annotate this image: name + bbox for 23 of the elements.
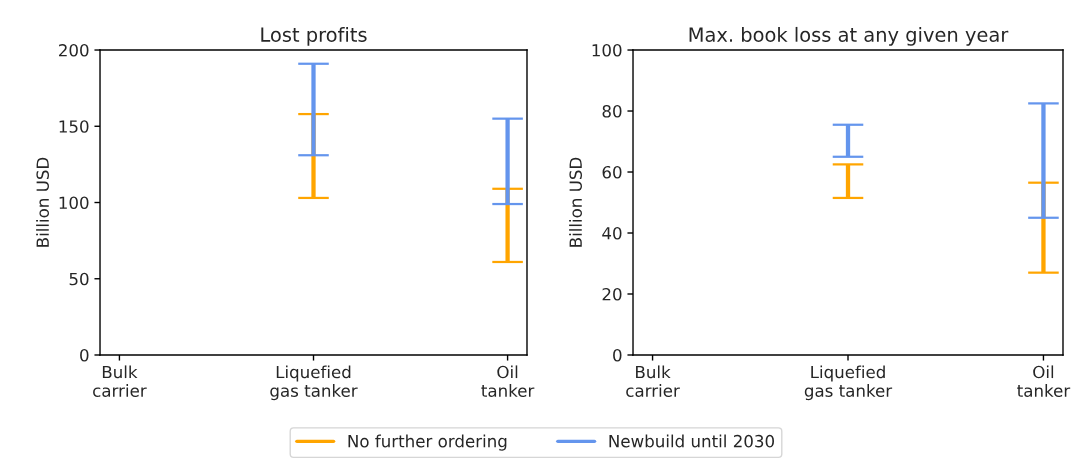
y-axis-title: Billion USD	[36, 157, 49, 247]
y-axis-title: Billion USD	[569, 157, 582, 247]
x-tick-label: Oil tanker	[1017, 365, 1071, 397]
chart-title: Max. book loss at any given year	[689, 26, 1009, 46]
y-tick-label: 60	[602, 165, 622, 179]
legend-label: Newbuild until 2030	[609, 434, 775, 448]
x-tick-label: Bulk carrier	[93, 365, 147, 397]
y-tick-label: 100	[59, 196, 89, 210]
y-tick-label: 100	[592, 43, 622, 57]
y-tick-label: 0	[613, 348, 622, 362]
y-tick-label: 50	[69, 272, 89, 286]
x-tick-label: Bulk carrier	[626, 365, 680, 397]
x-tick-label: Oil tanker	[481, 365, 535, 397]
legend-label: No further ordering	[348, 434, 507, 451]
x-tick-label: Liquefied gas tanker	[270, 365, 358, 401]
x-tick-label: Liquefied gas tanker	[804, 365, 893, 401]
y-tick-label: 0	[80, 348, 89, 362]
y-tick-label: 20	[602, 287, 622, 301]
chart-title: Lost profits	[261, 26, 367, 46]
y-tick-label: 80	[602, 104, 622, 118]
y-tick-label: 200	[59, 43, 89, 57]
y-tick-label: 150	[59, 120, 89, 133]
y-tick-label: 40	[602, 226, 622, 240]
